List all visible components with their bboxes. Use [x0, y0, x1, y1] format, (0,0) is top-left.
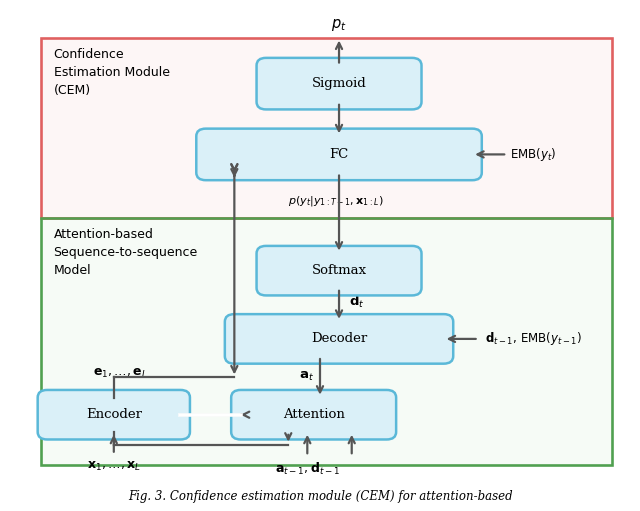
Text: $p(y_t|y_{1:T-1},\mathbf{x}_{1:L})$: $p(y_t|y_{1:T-1},\mathbf{x}_{1:L})$	[288, 194, 383, 208]
Text: Fig. 3. Confidence estimation module (CEM) for attention-based: Fig. 3. Confidence estimation module (CE…	[128, 490, 512, 503]
Text: $\mathbf{a}_{t-1},\mathbf{d}_{t-1}$: $\mathbf{a}_{t-1},\mathbf{d}_{t-1}$	[275, 461, 340, 477]
FancyBboxPatch shape	[41, 38, 612, 218]
FancyBboxPatch shape	[41, 218, 612, 465]
Text: Sigmoid: Sigmoid	[312, 77, 367, 90]
FancyBboxPatch shape	[38, 390, 190, 439]
Text: $\mathrm{EMB}(y_t)$: $\mathrm{EMB}(y_t)$	[510, 146, 557, 163]
FancyBboxPatch shape	[225, 314, 453, 364]
FancyBboxPatch shape	[257, 58, 422, 109]
Text: Confidence
Estimation Module
(CEM): Confidence Estimation Module (CEM)	[54, 48, 170, 97]
FancyBboxPatch shape	[231, 390, 396, 439]
Text: Encoder: Encoder	[86, 408, 142, 421]
Text: $\mathbf{e}_1,\ldots,\mathbf{e}_L$: $\mathbf{e}_1,\ldots,\mathbf{e}_L$	[93, 367, 148, 380]
FancyBboxPatch shape	[257, 246, 422, 295]
Text: $\mathbf{a}_t$: $\mathbf{a}_t$	[299, 370, 314, 383]
Text: $\mathbf{x}_1,\ldots,\mathbf{x}_L$: $\mathbf{x}_1,\ldots,\mathbf{x}_L$	[87, 460, 141, 473]
Text: $\mathbf{d}_t$: $\mathbf{d}_t$	[349, 294, 364, 310]
Text: FC: FC	[330, 148, 349, 161]
Text: Attention-based
Sequence-to-sequence
Model: Attention-based Sequence-to-sequence Mod…	[54, 228, 198, 276]
Text: $p_t$: $p_t$	[332, 16, 347, 33]
Text: Decoder: Decoder	[311, 332, 367, 345]
Text: Attention: Attention	[283, 408, 344, 421]
FancyBboxPatch shape	[196, 129, 482, 180]
Text: $\mathbf{d}_{t-1},\,\mathrm{EMB}(y_{t-1})$: $\mathbf{d}_{t-1},\,\mathrm{EMB}(y_{t-1}…	[485, 331, 582, 347]
Text: Softmax: Softmax	[312, 264, 367, 277]
